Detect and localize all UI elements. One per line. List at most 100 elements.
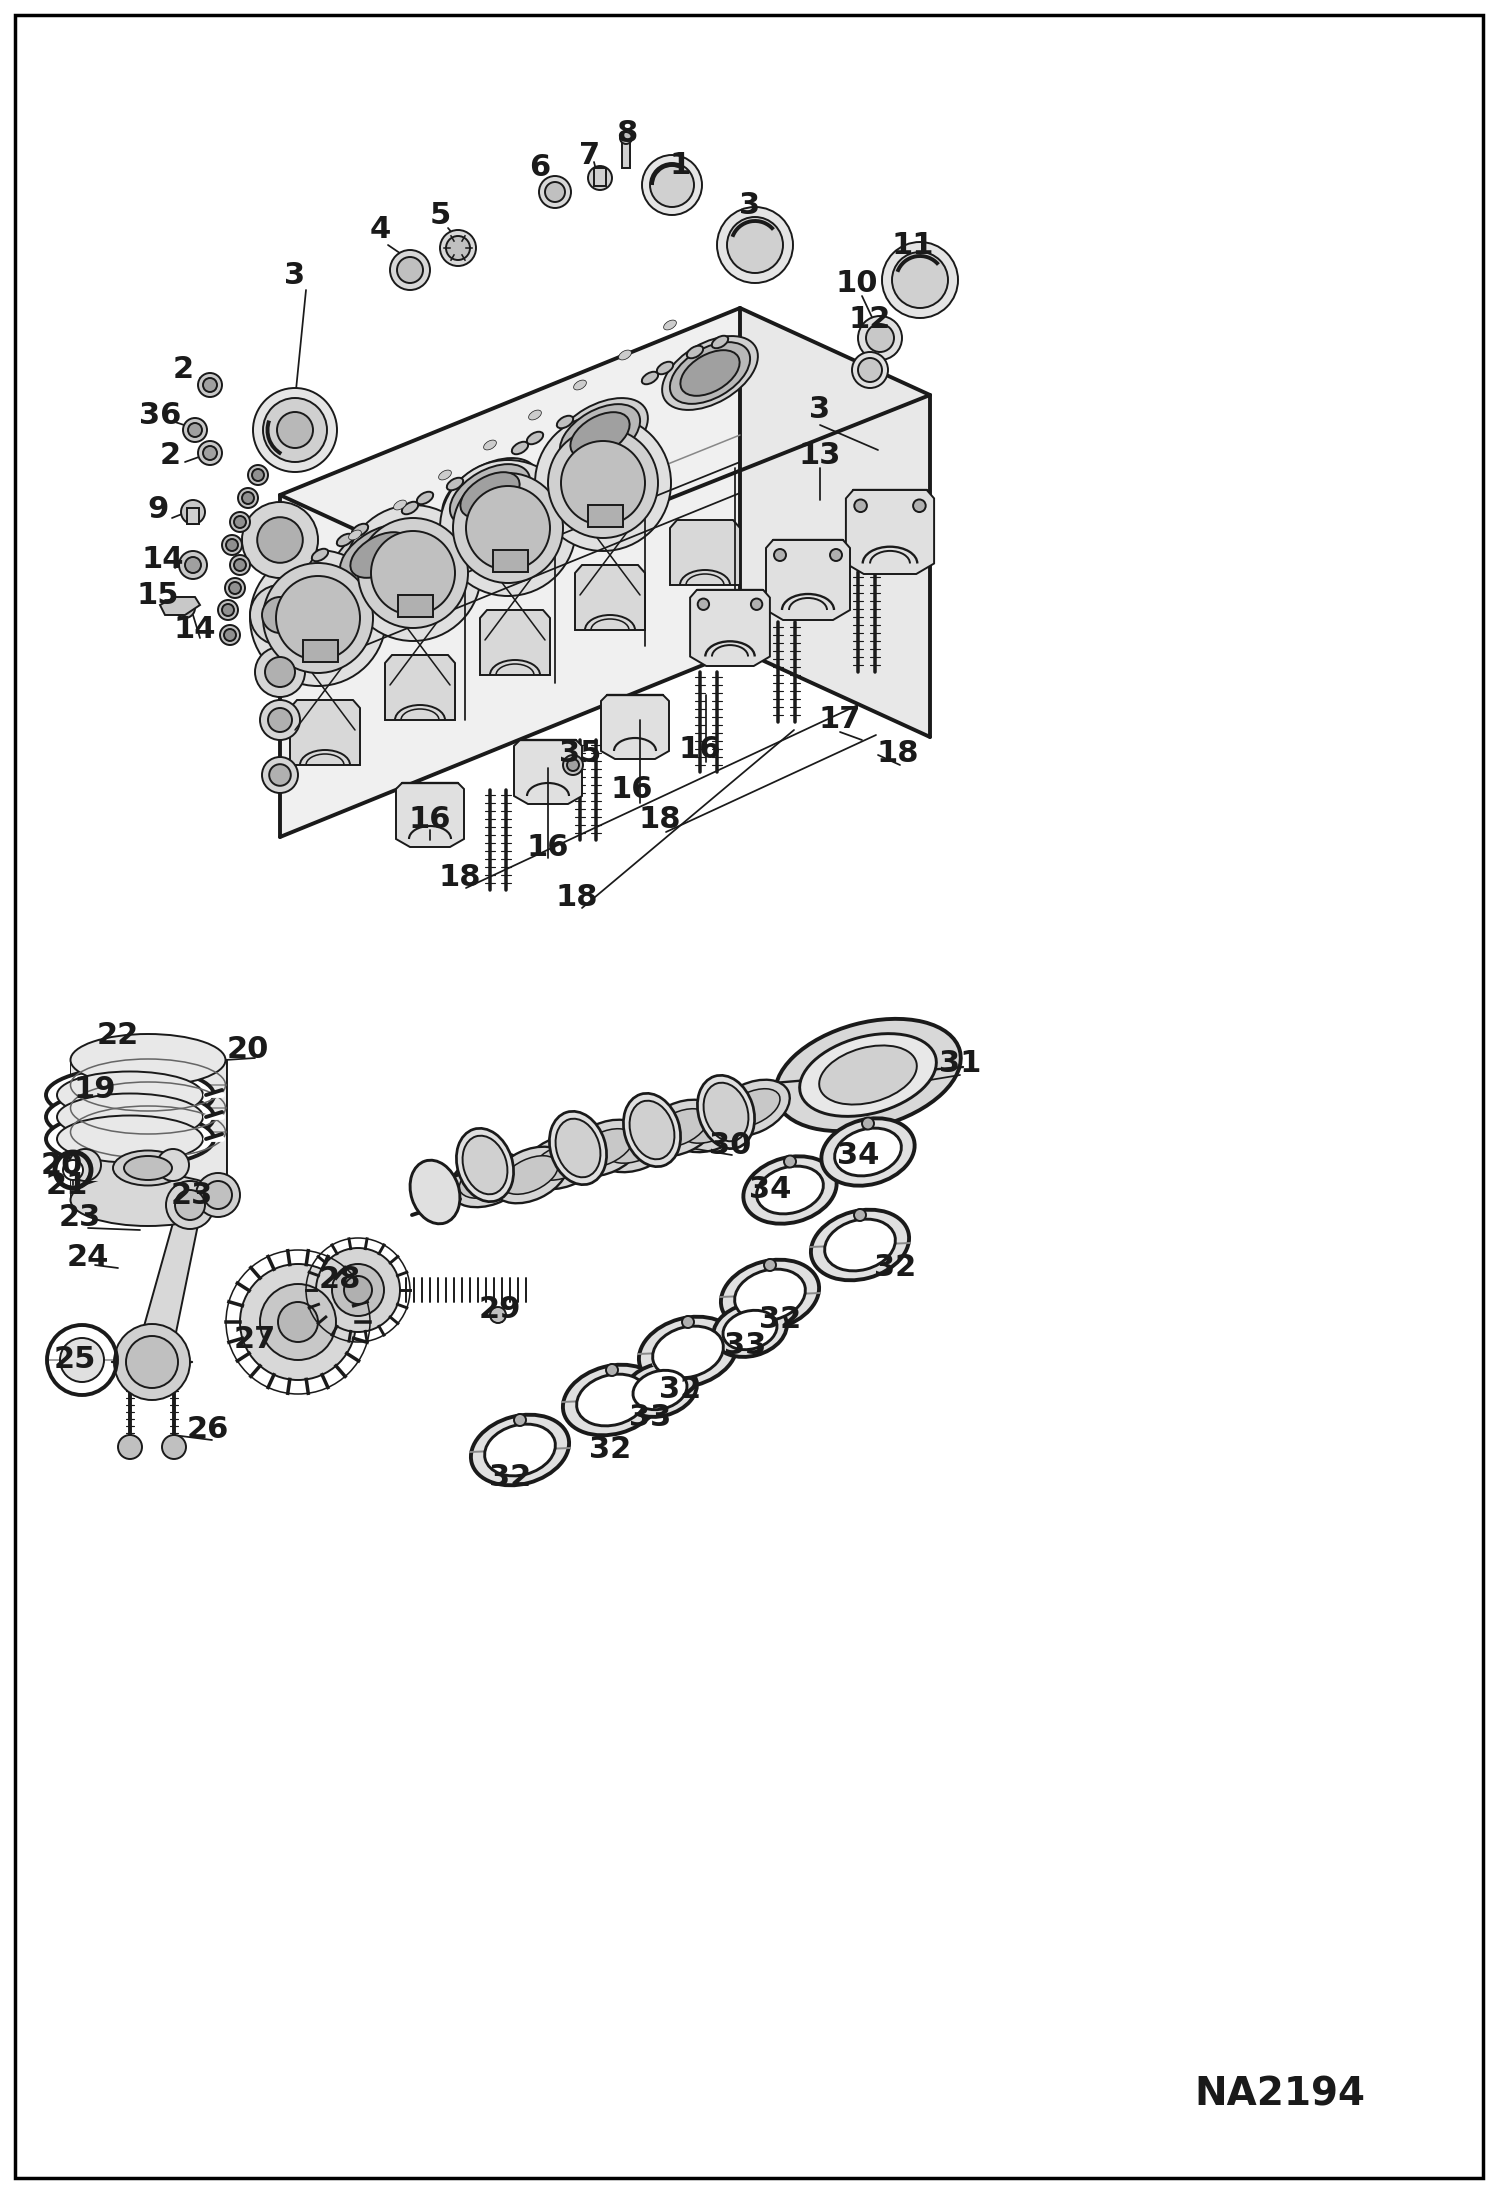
Circle shape: [231, 555, 250, 575]
Circle shape: [126, 1336, 178, 1388]
Ellipse shape: [656, 362, 673, 375]
Text: 14: 14: [174, 616, 216, 645]
Circle shape: [589, 167, 613, 191]
Text: 7: 7: [580, 140, 601, 169]
Circle shape: [643, 156, 703, 215]
Polygon shape: [846, 489, 935, 575]
Polygon shape: [514, 739, 583, 805]
Text: 12: 12: [849, 305, 891, 336]
Bar: [398, 594, 433, 616]
Text: 11: 11: [891, 230, 935, 259]
Circle shape: [63, 1160, 82, 1180]
Ellipse shape: [653, 1327, 724, 1377]
Polygon shape: [160, 596, 201, 614]
Ellipse shape: [619, 351, 631, 360]
Text: 26: 26: [187, 1414, 229, 1445]
Circle shape: [535, 414, 671, 550]
Ellipse shape: [523, 1134, 601, 1189]
Polygon shape: [601, 695, 670, 759]
Circle shape: [861, 1118, 873, 1129]
Ellipse shape: [416, 491, 433, 504]
Ellipse shape: [686, 346, 703, 357]
Ellipse shape: [734, 1270, 806, 1320]
Text: 22: 22: [97, 1020, 139, 1050]
Text: 33: 33: [629, 1404, 671, 1432]
Ellipse shape: [57, 1094, 204, 1140]
Text: 20: 20: [226, 1035, 270, 1064]
Text: 2: 2: [159, 441, 181, 469]
Circle shape: [607, 1364, 619, 1375]
Text: 19: 19: [73, 1075, 117, 1105]
Circle shape: [264, 564, 373, 673]
Text: 3: 3: [285, 261, 306, 289]
Ellipse shape: [349, 531, 361, 539]
Circle shape: [858, 357, 882, 382]
Ellipse shape: [463, 1136, 508, 1195]
Circle shape: [440, 461, 577, 596]
Circle shape: [204, 377, 217, 393]
Text: 28: 28: [319, 1265, 361, 1294]
Circle shape: [372, 531, 455, 614]
Circle shape: [279, 1303, 318, 1342]
Circle shape: [514, 1414, 526, 1425]
Ellipse shape: [596, 1118, 674, 1173]
Ellipse shape: [713, 1303, 786, 1357]
Text: 18: 18: [638, 805, 682, 836]
Ellipse shape: [800, 1033, 936, 1116]
Bar: [589, 504, 623, 526]
Ellipse shape: [124, 1156, 172, 1180]
Circle shape: [204, 445, 217, 461]
Ellipse shape: [57, 1116, 204, 1162]
Circle shape: [183, 419, 207, 443]
Text: 31: 31: [939, 1048, 981, 1077]
Ellipse shape: [333, 518, 428, 592]
Circle shape: [783, 1156, 795, 1167]
Polygon shape: [691, 590, 770, 667]
Circle shape: [333, 1263, 383, 1316]
Circle shape: [389, 250, 430, 289]
Text: 32: 32: [873, 1254, 917, 1283]
Circle shape: [358, 518, 467, 627]
Polygon shape: [575, 566, 646, 629]
Text: 16: 16: [409, 805, 451, 836]
Circle shape: [166, 1182, 214, 1228]
Circle shape: [225, 579, 246, 599]
Circle shape: [204, 1182, 232, 1208]
Text: 23: 23: [58, 1204, 102, 1232]
Polygon shape: [479, 610, 550, 675]
Circle shape: [277, 412, 313, 447]
Ellipse shape: [46, 1090, 214, 1145]
Polygon shape: [385, 656, 455, 719]
Polygon shape: [765, 539, 849, 621]
Ellipse shape: [529, 410, 541, 419]
Text: 32: 32: [488, 1463, 532, 1493]
Ellipse shape: [715, 1079, 789, 1136]
Circle shape: [270, 763, 291, 785]
Circle shape: [198, 441, 222, 465]
Text: 8: 8: [616, 118, 638, 147]
Polygon shape: [70, 1059, 226, 1200]
Ellipse shape: [457, 1129, 514, 1202]
Circle shape: [345, 1276, 372, 1305]
Circle shape: [196, 1173, 240, 1217]
Ellipse shape: [743, 1156, 837, 1224]
Circle shape: [114, 1325, 190, 1399]
Ellipse shape: [577, 1129, 634, 1167]
Text: 2: 2: [172, 355, 193, 384]
Circle shape: [854, 500, 867, 511]
Ellipse shape: [821, 1118, 915, 1186]
Text: 16: 16: [527, 833, 569, 862]
Ellipse shape: [623, 1094, 680, 1167]
Ellipse shape: [352, 524, 369, 537]
Ellipse shape: [394, 500, 406, 511]
Text: 16: 16: [611, 776, 653, 805]
Circle shape: [750, 599, 762, 610]
Ellipse shape: [449, 1154, 527, 1206]
Bar: [595, 169, 607, 186]
Ellipse shape: [533, 1145, 590, 1180]
Ellipse shape: [502, 1156, 559, 1195]
Ellipse shape: [112, 1151, 183, 1186]
Text: 21: 21: [46, 1171, 88, 1200]
Ellipse shape: [337, 533, 354, 546]
Ellipse shape: [550, 1112, 607, 1184]
